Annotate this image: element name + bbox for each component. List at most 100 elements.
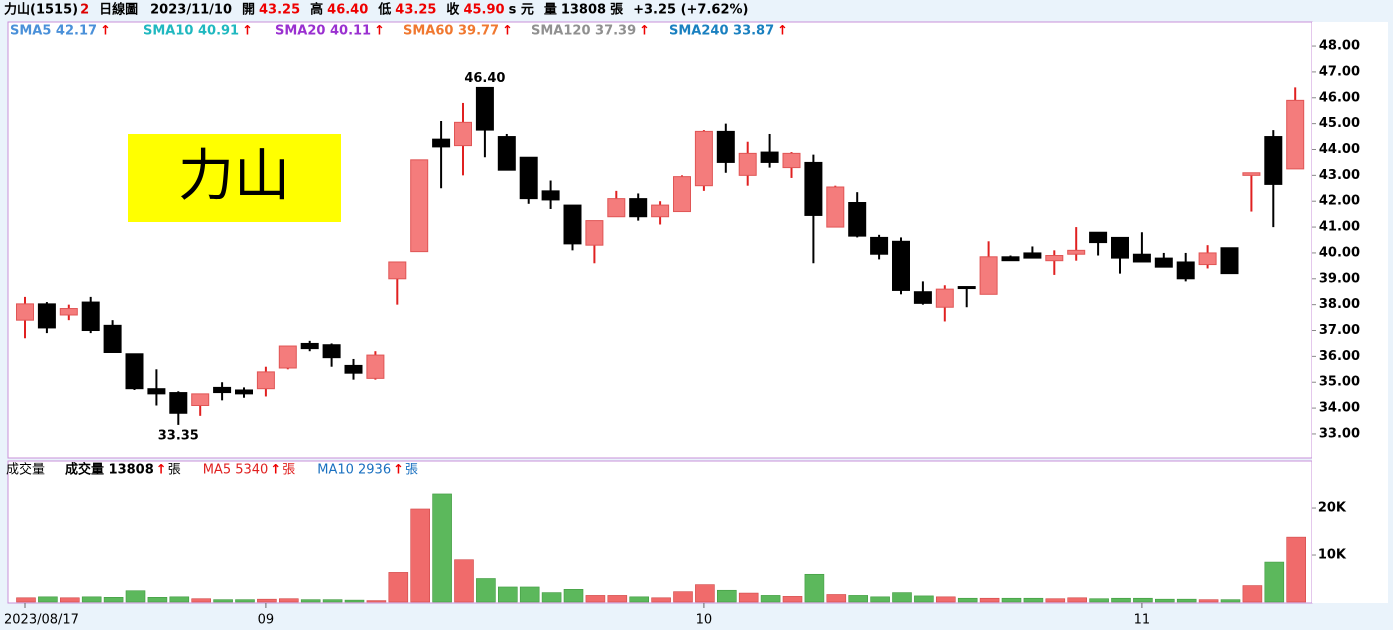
low: 43.25	[395, 3, 436, 18]
volume-bar	[760, 595, 781, 603]
candle-body	[147, 388, 166, 395]
candle-body	[278, 345, 297, 369]
candle-body	[37, 303, 56, 329]
volume-bar	[892, 592, 912, 603]
change: +3.25 (+7.62%)	[633, 3, 748, 18]
high-label: 高	[310, 2, 323, 18]
logo-text: 力山	[178, 144, 290, 209]
x-tick-label: 11	[1134, 613, 1151, 628]
volume-bar	[38, 596, 58, 603]
volume-legend: MA10 2936	[317, 463, 391, 478]
candle-body	[1001, 256, 1020, 262]
candle-body	[191, 393, 210, 407]
candle-body	[475, 86, 494, 131]
volume-bar	[870, 596, 890, 603]
y-tick-label: 33.00	[1319, 426, 1360, 441]
y-tick-label: 39.00	[1319, 271, 1360, 286]
candle-body	[125, 353, 144, 390]
candle-body	[716, 130, 735, 163]
volume-bar	[322, 599, 343, 603]
volume-legend: 成交量 13808	[65, 462, 154, 478]
candle-body	[454, 121, 472, 147]
volume-bar	[147, 597, 168, 603]
volume-bar	[607, 595, 628, 603]
candle-body	[1176, 261, 1195, 280]
volume-legend-title: 成交量	[6, 462, 45, 478]
open-label: 開	[242, 3, 255, 18]
close-label: 收	[446, 2, 460, 18]
volume-bar	[1242, 585, 1263, 603]
volume-bar	[541, 592, 562, 603]
volume-bar	[629, 596, 650, 603]
trend-arrow: ↑	[242, 24, 253, 39]
volume-bar	[1089, 598, 1109, 603]
candle-body	[1286, 99, 1305, 170]
badge: 2	[80, 3, 89, 18]
volume-bar	[1111, 597, 1131, 603]
close-unit: s 元	[509, 3, 534, 18]
close: 45.90	[463, 3, 504, 18]
candle-body	[300, 342, 319, 350]
candle-body	[541, 190, 560, 201]
date: 2023/11/10	[150, 3, 232, 18]
candle-body	[782, 152, 801, 169]
volume-bar	[673, 591, 693, 603]
trend-arrow: ↑	[777, 24, 788, 39]
volume-bar	[103, 597, 124, 603]
sma-legend: SMA240 33.87	[669, 24, 774, 39]
y-tick-label: 40.00	[1319, 245, 1360, 260]
volume-panel	[7, 460, 1313, 604]
volume-label: 量	[544, 3, 557, 18]
sma-legend: SMA120 37.39	[531, 24, 636, 39]
candle-body	[738, 152, 757, 176]
candle-body	[81, 301, 100, 332]
y-tick-label: 48.00	[1319, 39, 1360, 54]
unit: 張	[168, 463, 181, 478]
candle-body	[629, 198, 648, 218]
volume-bar	[410, 508, 431, 603]
trend-arrow: ↑	[639, 24, 650, 39]
candle-body	[497, 136, 516, 171]
y-tick-label: 10K	[1318, 548, 1347, 563]
x-tick-label: 09	[258, 613, 275, 628]
volume-bar	[432, 493, 452, 603]
candle-body	[410, 159, 429, 253]
y-tick-label: 43.00	[1319, 168, 1360, 183]
trend-arrow: ↑	[156, 463, 167, 478]
candle-body	[344, 364, 363, 374]
candle-body	[892, 240, 910, 291]
volume-bar	[1133, 597, 1153, 603]
trend-arrow: ↑	[374, 24, 385, 39]
volume-bar	[1220, 599, 1241, 603]
candle-body	[103, 324, 122, 353]
volume-bar	[585, 595, 606, 603]
volume-bar	[738, 592, 759, 603]
candle-body	[1111, 236, 1129, 259]
volume-legend: MA5 5340	[203, 463, 269, 478]
volume-bar	[519, 586, 540, 603]
y-tick-label: 35.00	[1319, 375, 1360, 390]
volume-bar	[979, 597, 1000, 603]
candle-body	[1264, 136, 1283, 185]
candle-body	[59, 308, 78, 316]
candle-body	[1242, 172, 1261, 176]
volume-bar	[1286, 536, 1306, 603]
sma-legend: SMA20 40.11	[275, 24, 371, 39]
candle-body	[16, 303, 34, 321]
candle-body	[826, 186, 845, 228]
volume: 13808	[561, 3, 606, 18]
candle-body	[607, 198, 626, 218]
y-tick-label: 42.00	[1319, 194, 1360, 209]
candle-body	[935, 288, 954, 308]
candle-body	[694, 130, 713, 187]
annotation: 33.35	[158, 428, 199, 443]
x-tick-label: 10	[696, 613, 713, 628]
volume-bar	[1155, 598, 1175, 603]
sma-legend: SMA10 40.91	[143, 24, 239, 39]
volume-bar	[935, 596, 956, 603]
volume-bar	[957, 597, 978, 603]
low-label: 低	[377, 2, 391, 18]
candle-body	[1220, 247, 1239, 275]
volume-bar	[59, 597, 80, 603]
